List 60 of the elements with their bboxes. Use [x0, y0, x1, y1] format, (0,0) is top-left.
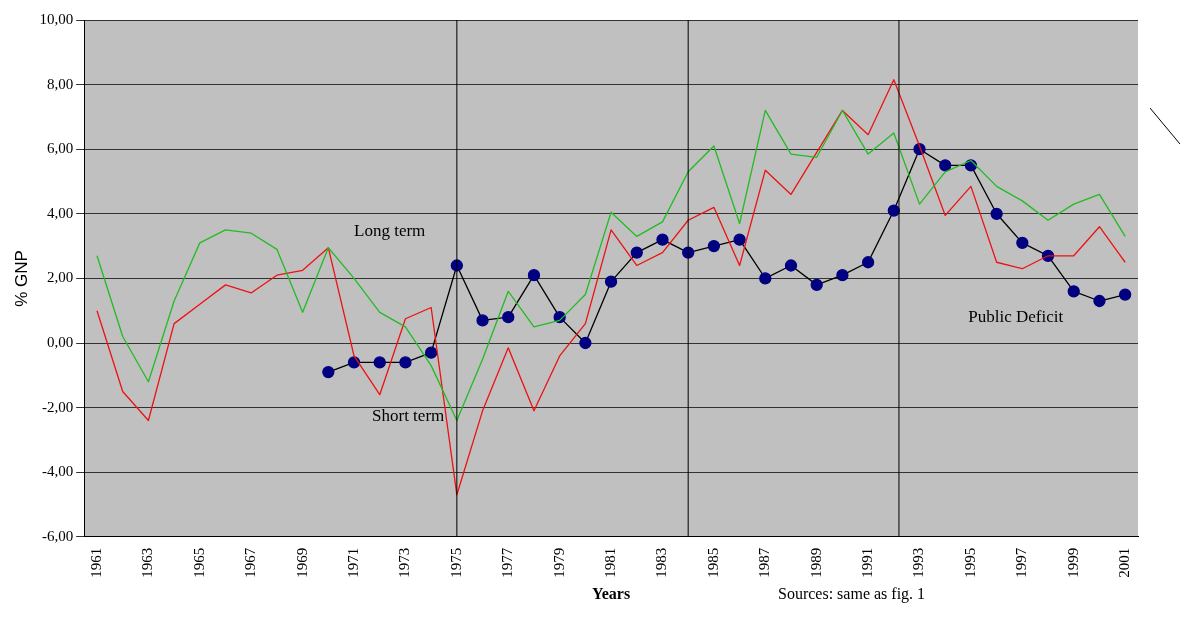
- x-tick-label: 1975: [447, 547, 464, 578]
- point: [990, 207, 1003, 220]
- point: [1093, 294, 1106, 308]
- x-tick-label: 1969: [293, 547, 310, 578]
- point: [733, 233, 746, 246]
- x-tick-label: 1979: [550, 547, 567, 578]
- point: [425, 346, 438, 359]
- point: [579, 336, 592, 350]
- point: [784, 259, 798, 272]
- point: [759, 272, 772, 285]
- y-tick-label: 6,00: [46, 140, 74, 157]
- series-label: Short term: [372, 405, 445, 425]
- point: [939, 159, 952, 172]
- point: [373, 356, 386, 369]
- point: [527, 269, 541, 282]
- x-axis-title: Years: [591, 584, 631, 602]
- y-tick-label: 8,00: [46, 75, 74, 92]
- point: [502, 311, 515, 324]
- y-axis-title: % GNP: [11, 250, 31, 307]
- point: [1119, 288, 1132, 301]
- point: [476, 314, 489, 327]
- y-tick-label: 0,00: [46, 333, 74, 350]
- x-tick-label: 1961: [87, 547, 104, 578]
- x-tick-label: 2001: [1116, 547, 1133, 578]
- point: [1016, 236, 1029, 250]
- x-tick-label: 1977: [499, 547, 516, 578]
- x-tick-label: 1971: [344, 547, 361, 578]
- point: [1067, 285, 1080, 298]
- x-tick-label: 1963: [139, 547, 156, 578]
- y-tick-label: -4,00: [41, 463, 74, 480]
- point: [399, 356, 412, 369]
- y-tick-label: 2,00: [46, 269, 74, 286]
- source-note: Sources: same as fig. 1: [778, 585, 926, 603]
- x-tick-label: 1973: [396, 547, 413, 578]
- x-tick-label: 1985: [704, 547, 721, 578]
- x-tick-label: 1967: [242, 547, 259, 578]
- point: [630, 246, 643, 259]
- point: [707, 239, 721, 253]
- x-tick-label: 1989: [807, 547, 824, 578]
- y-tick-label: 4,00: [46, 204, 74, 221]
- x-tick-label: 1987: [756, 547, 773, 578]
- y-tick-label: -6,00: [41, 527, 74, 544]
- point: [604, 275, 618, 288]
- point: [836, 269, 849, 282]
- point: [322, 365, 335, 379]
- point: [656, 233, 669, 246]
- series-label: Long term: [354, 221, 426, 241]
- point: [861, 256, 875, 269]
- x-tick-label: 1991: [859, 547, 876, 578]
- x-tick-label: 1999: [1064, 547, 1081, 578]
- point: [810, 278, 823, 292]
- x-tick-label: 1997: [1013, 547, 1030, 578]
- series-label: Public Deficit: [968, 307, 1064, 327]
- x-tick-label: 1983: [653, 547, 670, 578]
- x-tick-label: 1995: [961, 547, 978, 578]
- x-tick-label: 1993: [910, 547, 927, 578]
- y-tick-label: 10,00: [39, 10, 74, 27]
- x-tick-label: 1981: [602, 547, 619, 578]
- x-tick-label: 1965: [190, 547, 207, 578]
- y-tick-label: -2,00: [41, 398, 74, 415]
